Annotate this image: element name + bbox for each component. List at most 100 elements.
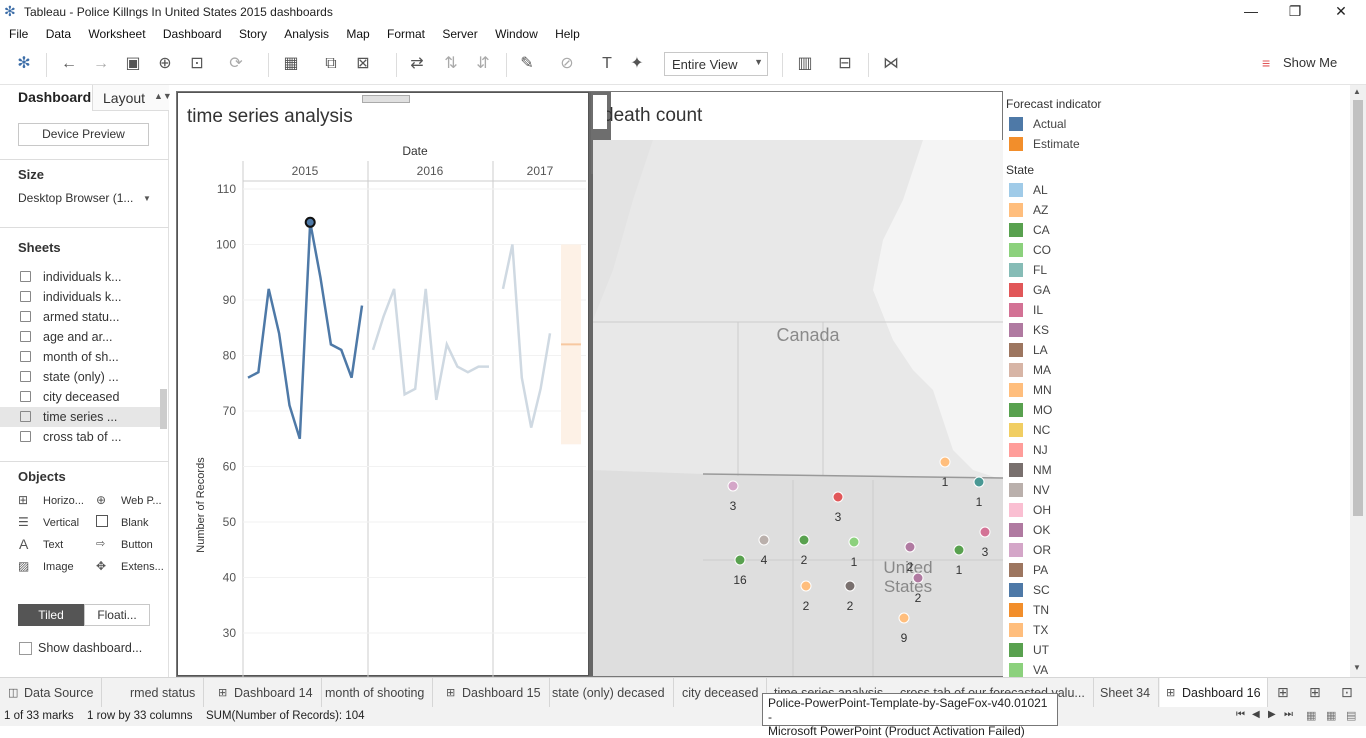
legend-item[interactable]: CO xyxy=(1009,240,1159,260)
tabs-view-icon[interactable]: ▤ xyxy=(1346,710,1357,722)
refresh-icon[interactable]: ⟳ xyxy=(229,55,243,72)
tableau-home-icon[interactable]: ✻ xyxy=(17,55,31,72)
object-text[interactable]: Text xyxy=(43,539,64,551)
tab-dashboard-16[interactable]: Dashboard 16 xyxy=(1182,686,1261,700)
legend-item[interactable]: FL xyxy=(1009,260,1159,280)
fit-dropdown[interactable]: Entire View ▼ xyxy=(664,52,768,76)
show-me-button[interactable]: Show Me xyxy=(1283,55,1338,70)
object-blank[interactable]: Blank xyxy=(121,517,149,529)
sort-descending-icon[interactable]: ⇵ xyxy=(476,55,490,72)
object-image[interactable]: Image xyxy=(43,561,74,573)
zone-divider[interactable] xyxy=(589,92,593,676)
swap-rows-columns-icon[interactable]: ⇄ xyxy=(410,55,424,72)
menu-dashboard[interactable]: Dashboard xyxy=(162,27,222,41)
legend-item[interactable]: VA xyxy=(1009,660,1159,680)
tab-sheet[interactable]: state (only) decased xyxy=(544,678,674,708)
sheet-item[interactable]: month of sh... xyxy=(18,347,168,367)
object-horizontal[interactable]: Horizo... xyxy=(43,495,84,507)
tiled-toggle[interactable]: Tiled xyxy=(18,604,84,626)
menu-help[interactable]: Help xyxy=(555,27,580,41)
legend-item[interactable]: OR xyxy=(1009,540,1159,560)
sheet-sorter-icon[interactable]: ▦ xyxy=(1306,710,1317,722)
show-cards-icon[interactable]: ▥ xyxy=(797,55,813,72)
legend-item[interactable]: IL xyxy=(1009,300,1159,320)
legend-item[interactable]: NJ xyxy=(1009,440,1159,460)
legend-item[interactable]: TX xyxy=(1009,620,1159,640)
show-mark-labels-icon[interactable]: T xyxy=(602,55,612,72)
filmstrip-icon[interactable]: ▦ xyxy=(1326,710,1337,722)
menu-worksheet[interactable]: Worksheet xyxy=(88,27,146,41)
tab-dashboard-15[interactable]: Dashboard 15 xyxy=(454,678,550,708)
sheet-item[interactable]: armed statu... xyxy=(18,307,168,327)
new-story-icon[interactable]: ⊡ xyxy=(1341,684,1353,700)
legend-item[interactable]: OK xyxy=(1009,520,1159,540)
object-web-page[interactable]: Web P... xyxy=(121,495,162,507)
floating-toggle[interactable]: Floati... xyxy=(84,604,150,626)
legend-item[interactable]: MO xyxy=(1009,400,1159,420)
sheet-item[interactable]: cross tab of ... xyxy=(18,427,168,447)
object-button[interactable]: Button xyxy=(121,539,153,551)
last-page-icon[interactable]: ⏭ xyxy=(1284,709,1293,720)
legend-item[interactable]: NM xyxy=(1009,460,1159,480)
legend-item[interactable]: SC xyxy=(1009,580,1159,600)
new-worksheet-icon[interactable]: ⊞ xyxy=(1277,684,1289,700)
menu-story[interactable]: Story xyxy=(238,27,267,41)
sheet-item[interactable]: city deceased xyxy=(18,387,168,407)
legend-item[interactable]: GA xyxy=(1009,280,1159,300)
presentation-mode-icon[interactable]: ⊟ xyxy=(838,55,852,72)
menu-server[interactable]: Server xyxy=(442,27,478,41)
time-series-zone[interactable]: time series analysis Date 2015 2016 2017… xyxy=(177,92,589,677)
legend-item[interactable]: AZ xyxy=(1009,200,1159,220)
duplicate-sheet-icon[interactable]: ⧉ xyxy=(325,55,337,72)
object-extension[interactable]: Extens... xyxy=(121,561,164,573)
legend-item[interactable]: KS xyxy=(1009,320,1159,340)
legend-item[interactable]: MA xyxy=(1009,360,1159,380)
device-preview-button[interactable]: Device Preview xyxy=(18,123,149,146)
legend-item[interactable]: AL xyxy=(1009,180,1159,200)
group-members-icon[interactable]: ⊘ xyxy=(560,55,574,72)
menu-window[interactable]: Window xyxy=(495,27,538,41)
tab-dashboard[interactable]: Dashboard xyxy=(18,89,92,105)
legend-item[interactable]: TN xyxy=(1009,600,1159,620)
new-worksheet-icon[interactable]: ▦ xyxy=(283,55,299,72)
tab-sheet-34[interactable]: Sheet 34 xyxy=(1092,678,1160,708)
scroll-thumb[interactable] xyxy=(1353,100,1363,516)
menu-analysis[interactable]: Analysis xyxy=(284,27,329,41)
vertical-scrollbar[interactable]: ▲ ▼ xyxy=(1350,85,1366,677)
close-icon[interactable]: ✕ xyxy=(1335,3,1347,19)
legend-item[interactable]: MN xyxy=(1009,380,1159,400)
legend-item[interactable]: Actual xyxy=(1009,114,1159,134)
sheet-item-selected[interactable]: time series ... xyxy=(0,407,160,427)
restore-icon[interactable]: ❐ xyxy=(1288,3,1302,19)
legend-item[interactable]: LA xyxy=(1009,340,1159,360)
sheet-item[interactable]: individuals k... xyxy=(18,287,168,307)
clear-sheet-icon[interactable]: ⊠ xyxy=(356,55,370,72)
scroll-down-icon[interactable]: ▼ xyxy=(1353,663,1361,672)
tab-sheet[interactable]: rmed status xyxy=(122,678,205,708)
tab-dashboard-14[interactable]: Dashboard 14 xyxy=(226,678,322,708)
sheets-scrollbar[interactable] xyxy=(160,389,167,429)
share-icon[interactable]: ⋈ xyxy=(883,55,899,72)
undo-icon[interactable]: ← xyxy=(61,55,77,72)
tab-sheet[interactable]: month of shooting xyxy=(317,678,434,708)
legend-item[interactable]: Estimate xyxy=(1009,134,1159,154)
sheet-item[interactable]: age and ar... xyxy=(18,327,168,347)
next-page-icon[interactable]: ▶ xyxy=(1268,709,1276,720)
redo-icon[interactable]: → xyxy=(93,55,109,72)
show-title-checkbox[interactable] xyxy=(19,642,32,655)
tab-layout[interactable]: Layout xyxy=(103,90,146,106)
sort-ascending-icon[interactable]: ⇅ xyxy=(444,55,458,72)
tab-sheet[interactable]: city deceased xyxy=(674,678,768,708)
new-data-source-icon[interactable]: ⊕ xyxy=(158,55,172,72)
sheet-item[interactable]: individuals k... xyxy=(18,267,168,287)
fix-axes-icon[interactable]: ✦ xyxy=(630,55,644,72)
legend-item[interactable]: NC xyxy=(1009,420,1159,440)
map-zone[interactable]: death count Canada United States 3 3 1 1 4 2 1… xyxy=(593,92,1003,676)
menu-map[interactable]: Map xyxy=(346,27,370,41)
prev-page-icon[interactable]: ◀ xyxy=(1252,709,1260,720)
legend-item[interactable]: UT xyxy=(1009,640,1159,660)
legend-item[interactable]: CA xyxy=(1009,220,1159,240)
menu-format[interactable]: Format xyxy=(387,27,426,41)
scroll-up-icon[interactable]: ▲ xyxy=(1353,87,1361,96)
highlight-icon[interactable]: ✎ xyxy=(520,55,534,72)
